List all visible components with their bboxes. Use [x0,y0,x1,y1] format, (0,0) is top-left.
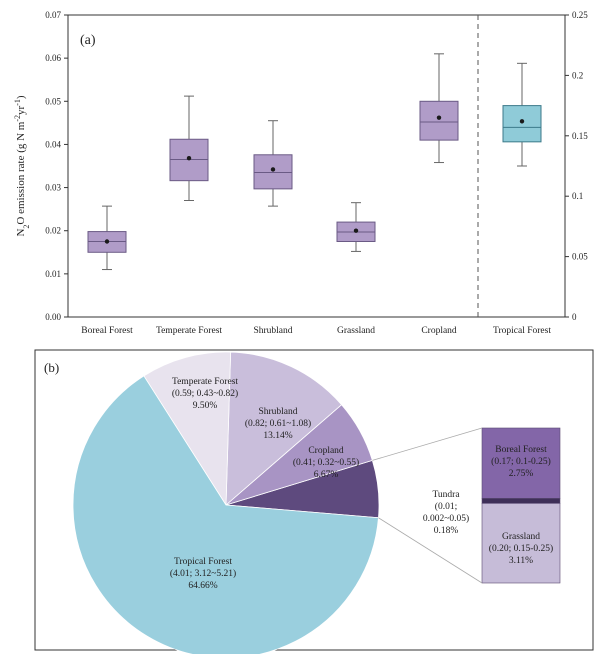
label-grassland: Grassland (0.20; 0.15-0.25) 3.11% [489,532,553,566]
label-cropland: Cropland (0.41; 0.32~0.55) 6.67% [293,446,359,480]
panel-a-boxplot: (a) N2O emission rate (g N m-2yr-1) 0.00… [13,10,589,336]
plot-frame [67,14,566,318]
label-shrubland: Shrubland (0.82; 0.61~1.08) 13.14% [245,407,311,441]
pie-slice-0 [72,375,379,654]
mean-dot-2 [270,167,276,172]
box-3 [336,202,376,252]
label-tundra-mean: (0.01; [435,501,457,512]
x-tick-label-4: Cropland [421,326,457,336]
label-grassland-name: Grassland [502,532,540,542]
label-tropical-name: Tropical Forest [174,557,232,567]
y-tick-label-left-4: 0.04 [45,139,61,149]
box-5 [502,62,542,167]
box-body-5 [502,105,542,143]
panel-b-pie: (b) Temperate Forest (0.59; 0.43~0.82) 9… [34,349,594,654]
label-grassland-pct: 3.11% [509,556,533,566]
y-tick-label-left-2: 0.02 [45,226,61,236]
panel-a-label: (a) [80,33,96,48]
x-tick-label-3: Grassland [337,326,375,336]
label-shrubland-name: Shrubland [258,407,297,417]
label-boreal-pct: 2.75% [509,469,534,479]
label-shrubland-range: (0.82; 0.61~1.08) [245,418,311,429]
label-tropical-range: (4.01; 3.12~5.21) [170,568,236,579]
box-4 [419,53,459,164]
pie-slice-2 [225,351,343,506]
label-boreal-name: Boreal Forest [495,445,547,455]
pie [72,351,380,654]
mean-dot-3 [353,228,359,233]
label-grassland-range: (0.20; 0.15-0.25) [489,543,553,554]
y-tick-label-right-2: 0.1 [572,191,583,201]
label-cropland-range: (0.41; 0.32~0.55) [293,457,359,468]
mean-dot-0 [104,239,110,244]
pie-slice-1 [143,351,232,507]
label-tropical-pct: 64.66% [188,581,217,591]
label-temperate-name: Temperate Forest [172,377,238,387]
y-tick-label-right-1: 0.05 [572,252,588,262]
panel-b-frame [34,349,594,651]
box-body-2 [253,154,293,190]
y-tick-label-right-5: 0.25 [572,10,588,20]
x-tick-label-2: Shrubland [253,326,292,336]
box-body-4 [419,100,459,141]
label-shrubland-pct: 13.14% [263,431,292,441]
boxes [87,53,542,271]
breakout-bar [372,427,561,584]
label-tundra: Tundra (0.01; 0.002~0.05) 0.18% [423,490,469,536]
y-tick-label-left-6: 0.06 [45,53,61,63]
connector-top [372,427,483,461]
breakout-segment-0 [481,427,561,499]
x-tick-label-0: Boreal Forest [81,326,133,336]
label-tundra-pct: 0.18% [434,526,459,536]
y-axis-label: N2O emission rate (g N m-2yr-1) [13,95,31,236]
mean-dot-5 [519,119,525,124]
label-temperate-pct: 9.50% [193,401,218,411]
label-tundra-range: 0.002~0.05) [423,513,469,524]
box-1 [169,95,209,202]
mean-dot-1 [186,156,192,161]
mean-dot-4 [436,115,442,120]
breakout-segment-2 [481,503,561,584]
y-tick-label-left-0: 0.00 [45,312,61,322]
y-tick-label-left-7: 0.07 [45,10,61,20]
label-cropland-name: Cropland [308,446,344,456]
label-tropical: Tropical Forest (4.01; 3.12~5.21) 64.66% [170,557,236,591]
box-2 [253,120,293,207]
y-tick-label-left-1: 0.01 [45,269,61,279]
x-axis-labels: Boreal Forest Temperate Forest Shrubland Gr… [81,326,551,336]
connector-bottom [378,517,483,584]
label-cropland-pct: 6.67% [314,470,339,480]
label-boreal: Boreal Forest (0.17; 0.1-0.25) 2.75% [491,445,551,479]
label-temperate: Temperate Forest (0.59; 0.43~0.82) 9.50% [172,377,239,411]
y-axis-left-ticks: 0.00 0.01 0.02 0.03 0.04 0.05 0.06 0.07 [45,10,68,322]
breakout-segment-1 [481,498,561,504]
y-tick-label-right-3: 0.15 [572,131,588,141]
panel-b-label: (b) [44,360,59,375]
y-tick-label-left-5: 0.05 [45,96,61,106]
x-tick-label-1: Temperate Forest [156,326,222,336]
y-tick-label-right-0: 0 [572,312,577,322]
y-axis-right-ticks: 0 0.05 0.1 0.15 0.2 0.25 [565,10,588,322]
x-tick-label-5: Tropical Forest [493,326,551,336]
y-tick-label-left-3: 0.03 [45,183,61,193]
label-temperate-range: (0.59; 0.43~0.82) [172,388,238,399]
y-tick-label-right-4: 0.2 [572,70,583,80]
box-0 [87,205,127,271]
label-tundra-name: Tundra [432,490,460,500]
label-boreal-range: (0.17; 0.1-0.25) [491,456,551,467]
